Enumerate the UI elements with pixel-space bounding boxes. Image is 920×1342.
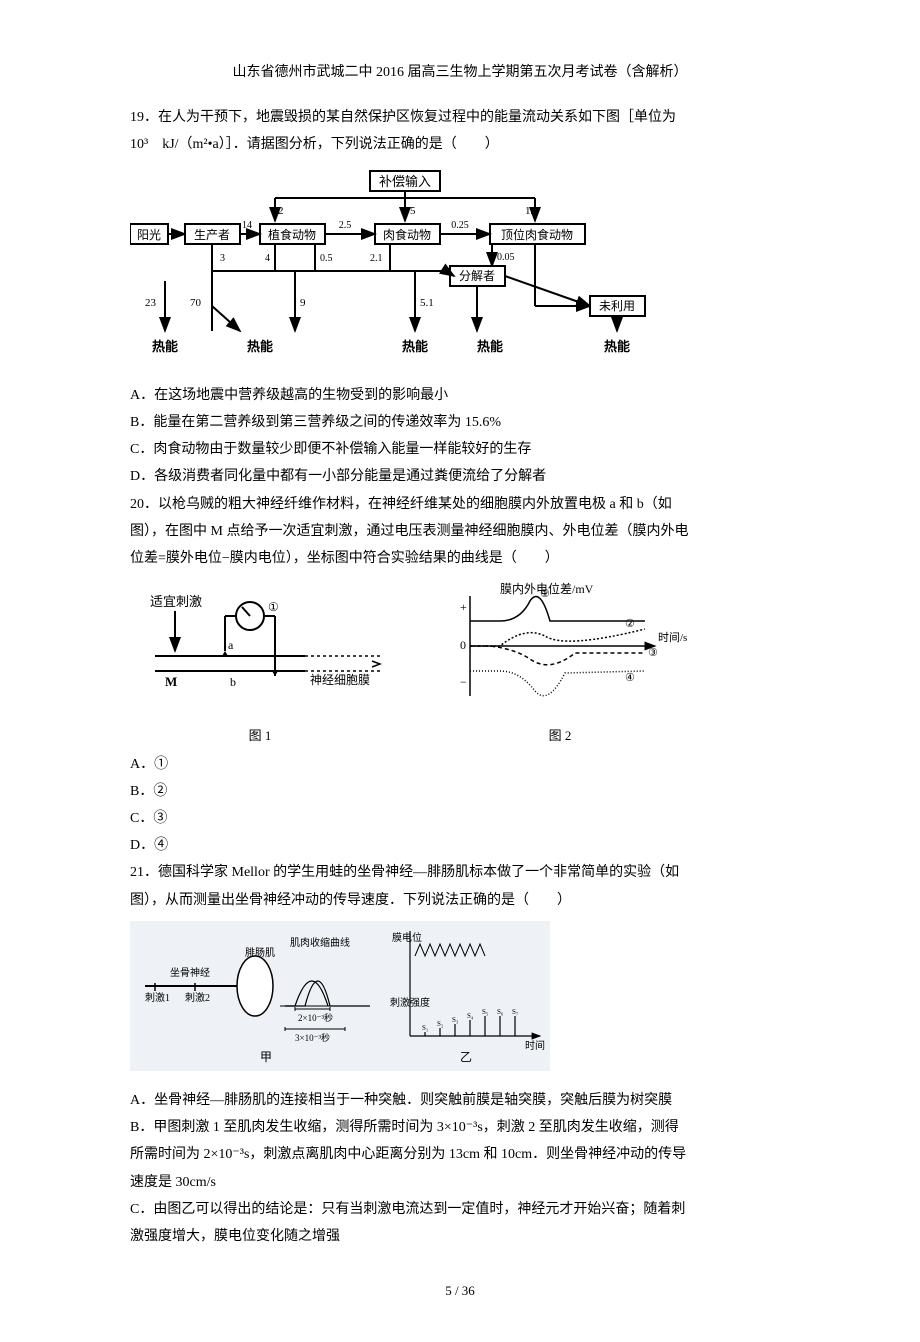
svg-text:热能: 热能 [152, 339, 178, 354]
svg-text:3×10⁻³秒: 3×10⁻³秒 [295, 1032, 330, 1043]
q20-stem-3: 位差=膜外电位−膜内电位），坐标图中符合实验结果的曲线是（ ） [130, 546, 790, 571]
svg-text:刺激强度: 刺激强度 [390, 996, 430, 1009]
svg-text:未利用: 未利用 [599, 299, 635, 313]
svg-text:S₃: S₃ [452, 1016, 459, 1024]
q21-figure: 坐骨神经 刺激1 刺激2 腓肠肌 肌肉收缩曲线 2×10⁻³秒 3×10⁻³秒 … [130, 921, 790, 1080]
label-buchang: 补偿输入 [379, 174, 431, 189]
q21-opt-b-2: 所需时间为 2×10⁻³s，刺激点离肌肉中心距离分别为 13cm 和 10cm．… [130, 1142, 790, 1167]
svg-text:S₄: S₄ [467, 1012, 474, 1020]
svg-text:4: 4 [265, 253, 270, 264]
svg-text:0.5: 0.5 [320, 253, 333, 264]
svg-text:膜电位: 膜电位 [392, 931, 422, 944]
svg-text:2×10⁻³秒: 2×10⁻³秒 [298, 1012, 333, 1023]
svg-text:时间/s: 时间/s [658, 631, 687, 644]
q20-fig2: 膜内外电位差/mV 时间/s + 0 − ① ② ③ ④ [430, 581, 690, 711]
svg-text:5.1: 5.1 [420, 297, 434, 309]
svg-text:b: b [230, 675, 236, 689]
svg-text:0: 0 [460, 638, 466, 652]
q21-opt-c-2: 激强度增大，膜电位变化随之增强 [130, 1224, 790, 1249]
q19-opt-a: A．在这场地震中营养级越高的生物受到的影响最小 [130, 383, 790, 408]
svg-text:0.25: 0.25 [451, 220, 469, 231]
q21-stem-2: 图），从而测量出坐骨神经冲动的传导速度．下列说法正确的是（ ） [130, 888, 790, 913]
q20-stem-1: 20．以枪乌贼的粗大神经纤维作材料，在神经纤维某处的细胞膜内外放置电极 a 和 … [130, 492, 790, 517]
svg-text:②: ② [625, 618, 635, 630]
svg-text:S₆: S₆ [497, 1008, 504, 1016]
svg-text:①: ① [268, 600, 279, 614]
q21-stem-1: 21．德国科学家 Mellor 的学生用蛙的坐骨神经—腓肠肌标本做了一个非常简单… [130, 860, 790, 885]
svg-text:阳光: 阳光 [137, 228, 161, 242]
q21-opt-a: A．坐骨神经—腓肠肌的连接相当于一种突触．则突触前膜是轴突膜，突触后膜为树突膜 [130, 1088, 790, 1113]
q19-stem-2: 10³ kJ/（m²•a）］．请据图分析，下列说法正确的是（ ） [130, 132, 790, 157]
svg-text:M: M [165, 674, 177, 689]
svg-text:植食动物: 植食动物 [268, 227, 316, 242]
page-number: 5 / 36 [130, 1279, 790, 1302]
svg-text:2.1: 2.1 [370, 253, 383, 264]
svg-text:分解者: 分解者 [459, 269, 495, 283]
page-header: 山东省德州市武城二中 2016 届高三生物上学期第五次月考试卷（含解析） [130, 60, 790, 85]
exam-page: 山东省德州市武城二中 2016 届高三生物上学期第五次月考试卷（含解析） 19．… [0, 0, 920, 1342]
q20-opt-d: D．④ [130, 833, 790, 858]
svg-text:2.5: 2.5 [339, 220, 352, 231]
svg-text:2: 2 [278, 205, 284, 217]
svg-text:12: 12 [525, 205, 536, 217]
svg-text:腓肠肌: 腓肠肌 [245, 947, 275, 959]
svg-text:肌肉收缩曲线: 肌肉收缩曲线 [290, 936, 350, 949]
q19-opt-b: B．能量在第二营养级到第三营养级之间的传递效率为 15.6% [130, 410, 790, 435]
svg-text:③: ③ [648, 647, 658, 659]
q19-energy-diagram: 补偿输入 2 5 12 阳光 生产者 植食动物 肉食动物 顶位肉食动物 [130, 166, 790, 375]
svg-text:刺激2: 刺激2 [185, 991, 210, 1004]
svg-text:0.05: 0.05 [497, 252, 515, 263]
q20-figures: 适宜刺激 ① M a b 神经细胞膜 [130, 581, 790, 748]
svg-text:9: 9 [300, 297, 306, 309]
svg-text:①: ① [540, 588, 550, 600]
q20-stem-2: 图），在图中 M 点给予一次适宜刺激，通过电压表测量神经细胞膜内、外电位差（膜内… [130, 519, 790, 544]
q20-opt-b: B．② [130, 779, 790, 804]
svg-text:肉食动物: 肉食动物 [383, 227, 431, 242]
svg-text:刺激1: 刺激1 [145, 991, 170, 1004]
svg-text:生产者: 生产者 [194, 228, 230, 242]
svg-text:热能: 热能 [247, 339, 273, 354]
q21-opt-c-1: C．由图乙可以得出的结论是：只有当刺激电流达到一定值时，神经元才开始兴奋；随着刺 [130, 1197, 790, 1222]
svg-text:顶位肉食动物: 顶位肉食动物 [501, 227, 573, 242]
svg-text:热能: 热能 [402, 339, 428, 354]
svg-text:热能: 热能 [604, 339, 630, 354]
svg-text:热能: 热能 [477, 339, 503, 354]
q20-opt-a: A．① [130, 752, 790, 777]
svg-text:S₅: S₅ [482, 1008, 489, 1016]
svg-text:坐骨神经: 坐骨神经 [170, 966, 210, 979]
q19-opt-c: C．肉食动物由于数量较少即便不补偿输入能量一样能较好的生存 [130, 437, 790, 462]
q20-opt-c: C．③ [130, 806, 790, 831]
svg-text:适宜刺激: 适宜刺激 [150, 594, 202, 609]
svg-text:14: 14 [242, 220, 252, 231]
svg-text:④: ④ [625, 672, 635, 684]
q19-stem-1: 19．在人为干预下，地震毁损的某自然保护区恢复过程中的能量流动关系如下图［单位为 [130, 105, 790, 130]
svg-text:70: 70 [190, 297, 202, 309]
q19-opt-d: D．各级消费者同化量中都有一小部分能量是通过粪便流给了分解者 [130, 464, 790, 489]
q21-opt-b-3: 速度是 30cm/s [130, 1170, 790, 1195]
svg-text:S₇: S₇ [512, 1008, 519, 1016]
svg-text:−: − [460, 675, 467, 689]
svg-text:5: 5 [410, 205, 416, 217]
q21-opt-b-1: B．甲图刺激 1 至肌肉发生收缩，测得所需时间为 3×10⁻³s，刺激 2 至肌… [130, 1115, 790, 1140]
svg-text:神经细胞膜: 神经细胞膜 [310, 673, 370, 687]
svg-text:23: 23 [145, 297, 157, 309]
svg-text:时间: 时间 [525, 1039, 545, 1052]
svg-text:a: a [228, 638, 234, 652]
svg-text:乙: 乙 [460, 1050, 472, 1064]
svg-text:+: + [460, 600, 467, 614]
fig2-caption: 图 2 [430, 724, 690, 747]
fig1-caption: 图 1 [130, 724, 390, 747]
svg-text:S₁: S₁ [422, 1024, 428, 1032]
q20-fig1: 适宜刺激 ① M a b 神经细胞膜 [130, 581, 390, 711]
svg-text:S₂: S₂ [437, 1020, 444, 1028]
svg-text:3: 3 [220, 253, 225, 264]
svg-text:甲: 甲 [260, 1050, 272, 1064]
